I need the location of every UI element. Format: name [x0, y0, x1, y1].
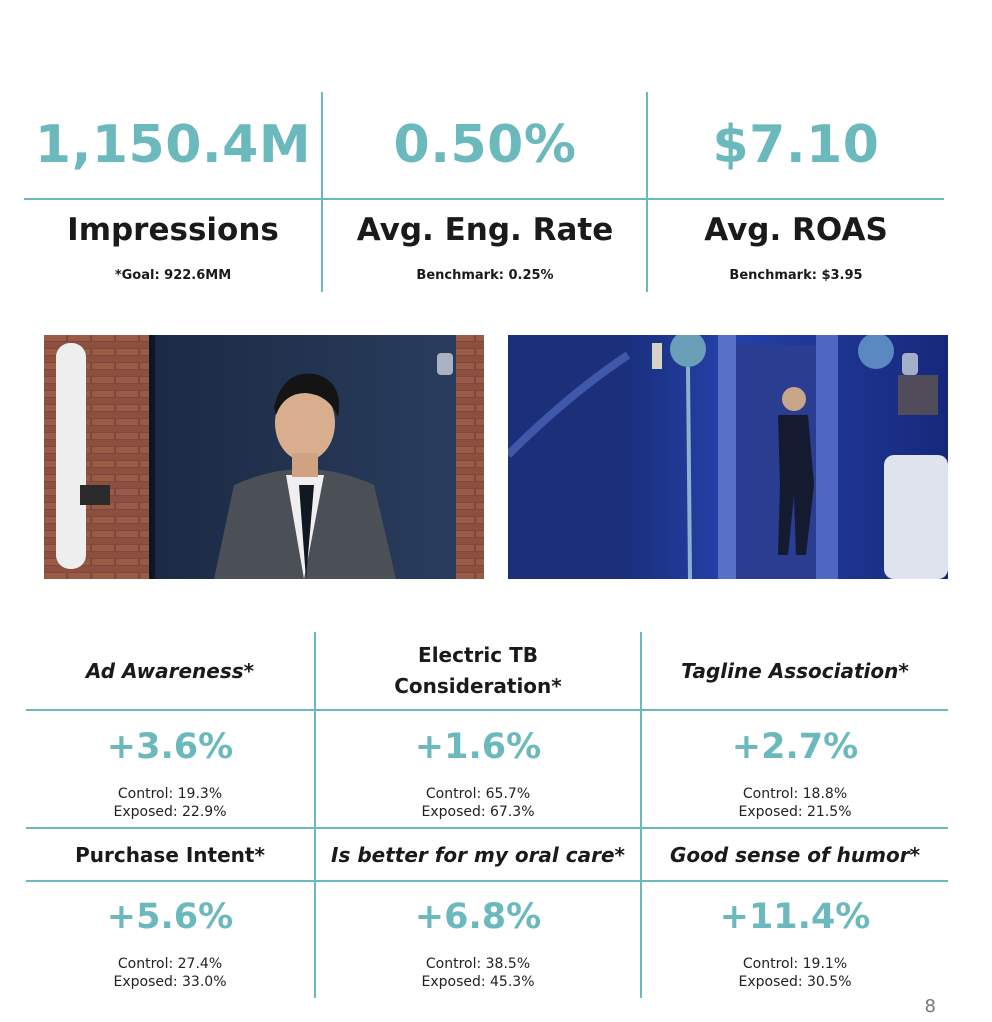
- metric-title-line: Electric TB: [418, 643, 538, 667]
- exposed-value: Exposed: 30.5%: [738, 974, 852, 990]
- kpi-divider: [24, 198, 944, 200]
- impressions-goal: *Goal: 922.6MM: [114, 268, 232, 283]
- exposed-value: Exposed: 33.0%: [113, 974, 227, 990]
- grid-row-divider: [26, 880, 948, 882]
- grid-column-divider: [640, 632, 642, 998]
- metric-title-electric-tb: Electric TB Consideration*: [316, 636, 640, 706]
- ad-still-office: [44, 335, 484, 579]
- metric-control-exposed: Control: 27.4% Exposed: 33.0%: [26, 955, 314, 991]
- metric-title-tagline-association: Tagline Association*: [681, 658, 909, 683]
- roas-label: Avg. ROAS: [704, 212, 888, 248]
- metric-control-exposed: Control: 19.1% Exposed: 30.5%: [642, 955, 948, 991]
- metric-lift: +5.6%: [106, 897, 234, 937]
- metric-control-exposed: Control: 19.3% Exposed: 22.9%: [26, 785, 314, 821]
- kpi-column-divider: [646, 92, 648, 292]
- metric-lift: +11.4%: [719, 897, 871, 937]
- grid-row-divider: [26, 709, 948, 711]
- metric-title-purchase-intent: Purchase Intent*: [75, 842, 265, 867]
- metric-lift: +2.7%: [731, 727, 859, 767]
- exposed-value: Exposed: 22.9%: [113, 804, 227, 820]
- metric-title-ad-awareness: Ad Awareness*: [85, 658, 255, 683]
- impressions-label: Impressions: [67, 212, 279, 248]
- grid-column-divider: [314, 632, 316, 998]
- page-number: 8: [924, 996, 936, 1017]
- grid-row-divider: [26, 827, 948, 829]
- eng-rate-label: Avg. Eng. Rate: [356, 212, 614, 248]
- eng-rate-value: 0.50%: [393, 115, 577, 175]
- metric-control-exposed: Control: 65.7% Exposed: 67.3%: [316, 785, 640, 821]
- kpi-column-divider: [321, 92, 323, 292]
- metric-lift: +1.6%: [414, 727, 542, 767]
- exposed-value: Exposed: 67.3%: [421, 804, 535, 820]
- roas-value: $7.10: [712, 115, 880, 175]
- metric-title-humor: Good sense of humor*: [669, 842, 921, 867]
- exposed-value: Exposed: 21.5%: [738, 804, 852, 820]
- metric-lift: +6.8%: [414, 897, 542, 937]
- control-value: Control: 19.1%: [742, 956, 848, 972]
- exposed-value: Exposed: 45.3%: [421, 974, 535, 990]
- eng-rate-benchmark: Benchmark: 0.25%: [416, 268, 554, 283]
- metric-control-exposed: Control: 18.8% Exposed: 21.5%: [642, 785, 948, 821]
- control-value: Control: 19.3%: [117, 786, 223, 802]
- control-value: Control: 27.4%: [117, 956, 223, 972]
- metric-lift: +3.6%: [106, 727, 234, 767]
- control-value: Control: 38.5%: [425, 956, 531, 972]
- impressions-value: 1,150.4M: [34, 115, 312, 175]
- control-value: Control: 65.7%: [425, 786, 531, 802]
- roas-benchmark: Benchmark: $3.95: [729, 268, 863, 283]
- metric-title-line: Consideration*: [394, 674, 562, 698]
- ad-still-party: [508, 335, 948, 579]
- metric-title-oral-care: Is better for my oral care*: [331, 842, 625, 867]
- metric-control-exposed: Control: 38.5% Exposed: 45.3%: [316, 955, 640, 991]
- control-value: Control: 18.8%: [742, 786, 848, 802]
